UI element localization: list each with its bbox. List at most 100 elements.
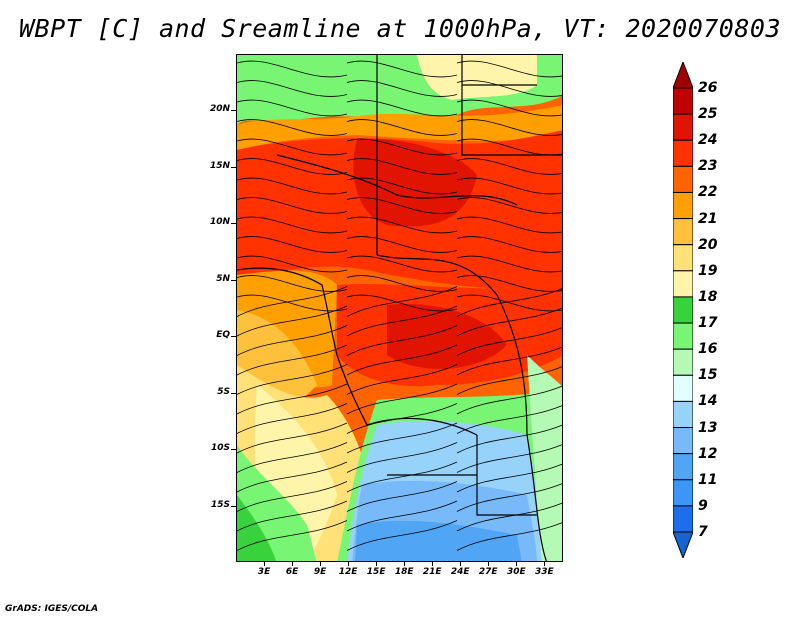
colorbar-bin [673,296,693,324]
colorbar-label: 11 [698,471,718,488]
colorbar-bin [673,505,693,533]
colorbar-label: 20 [698,236,718,253]
colorbar [673,62,693,558]
lon-label: 3E [257,567,271,577]
colorbar-bin [673,400,693,429]
colorbar-label: 25 [698,106,718,123]
lat-label: EQ [216,330,230,341]
colorbar-label: 7 [698,524,708,540]
lat-tick [231,279,236,281]
colorbar-label: 13 [698,419,718,436]
lon-tick [264,562,266,566]
lat-tick [231,505,236,507]
field-darkred-congo [387,304,507,369]
lon-tick [432,562,434,566]
colorbar-bin [673,322,693,350]
field-lightgreen-east [527,355,562,561]
field-blue-deepest [355,520,522,561]
streamline [237,158,562,175]
lon-label: 27E [478,567,498,577]
colorbar-bottom-arrow [673,531,693,558]
colorbar-bin [673,479,693,507]
lon-label: 24E [450,567,470,577]
lat-tick [231,336,236,338]
lat-tick [231,449,236,451]
colorbar-bin [673,453,693,481]
colorbar-bin [673,270,693,298]
lon-label: 33E [534,567,554,577]
lon-tick [544,562,546,566]
colorbar-label: 9 [698,497,708,514]
streamline [237,286,562,317]
colorbar-label: 19 [698,262,718,279]
field-darkred-core [353,139,477,227]
streamline [237,520,562,551]
colorbar-label: 17 [698,315,718,332]
colorbar-label: 26 [698,80,718,96]
plot-title: WBPT [C] and Sreamline at 1000hPa, VT: 2… [18,14,781,43]
field-yellow-north [417,55,537,100]
lat-label: 15N [209,160,230,171]
lat-tick [231,110,236,112]
colorbar-label: 12 [698,445,718,462]
lat-label: 10N [209,217,230,228]
map-panel [236,54,563,562]
lon-tick [348,562,350,566]
lon-tick [376,562,378,566]
streamline [237,236,562,253]
field-darkgreen-southwest [237,495,277,561]
streamline [237,80,562,97]
lon-tick [516,562,518,566]
colorbar-label: 23 [698,158,718,175]
lon-label: 12E [338,567,358,577]
colorbar-label: 14 [698,393,718,410]
streamline [237,500,562,532]
lon-label: 30E [506,567,526,577]
lon-label: 18E [394,567,414,577]
lat-label: 20N [209,104,230,115]
lon-label: 15E [366,567,386,577]
streamline [237,461,562,493]
streamline [237,344,562,376]
lon-label: 21E [422,567,442,577]
colorbar-label: 21 [698,210,718,227]
lat-tick [231,166,236,168]
colorbar-bin [673,87,693,115]
colorbar-label: 18 [698,288,718,305]
colorbar-bin [673,139,693,167]
lat-label: 15S [210,499,230,510]
streamline [237,216,562,234]
colorbar-bin [673,165,693,193]
streamline [237,60,562,78]
footer-credit: GrADS: IGES/COLA [5,604,99,614]
lon-tick [320,562,322,566]
lon-label: 6E [285,567,299,577]
colorbar-top-arrow [673,62,693,89]
lon-tick [460,562,462,566]
lon-tick [292,562,294,566]
streamline [237,325,562,356]
colorbar-bin [673,374,693,402]
streamline [237,99,562,117]
lon-label: 9E [313,567,327,577]
country-borders [237,55,562,561]
streamline [237,255,562,273]
streamline [237,197,562,214]
colorbar-bin [673,244,693,272]
streamline [237,481,562,512]
lat-label: 10S [210,443,230,454]
lon-tick [488,562,490,566]
streamline [237,305,562,337]
lat-label: 5S [217,386,230,397]
lat-tick [231,392,236,394]
colorbar-bin [673,218,693,246]
lon-tick [404,562,406,566]
lat-tick [231,223,236,225]
colorbar-label: 16 [698,341,718,358]
colorbar-bin [673,348,693,376]
colorbar-label: 22 [698,184,718,201]
colorbar-bin [673,113,693,141]
streamline [237,364,562,395]
colorbar-bin [673,191,693,220]
streamline [237,383,562,415]
